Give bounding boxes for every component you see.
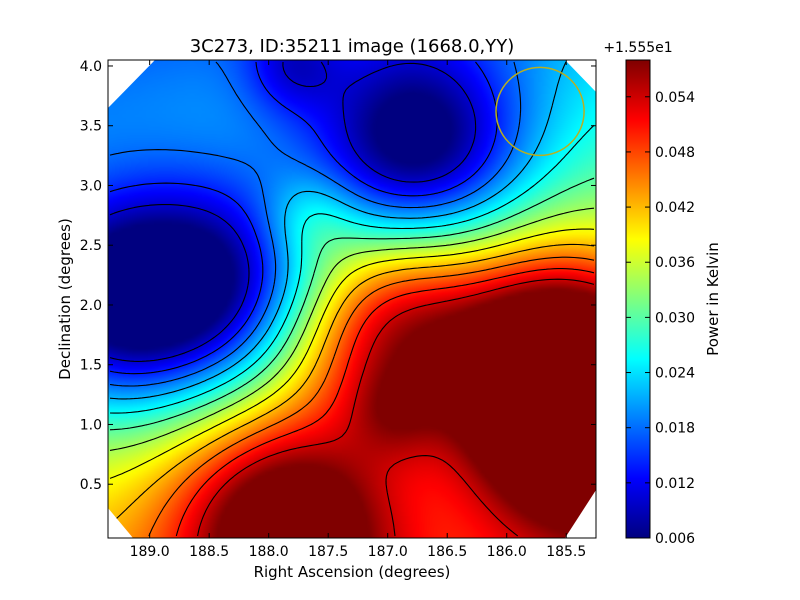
y-axis-label: Declination (degrees)	[56, 218, 74, 380]
contour-line	[109, 61, 498, 375]
plot-area: 189.0 188.5 188.0 187.5 187.0 186.5 186.0 185.5…	[80, 59, 597, 560]
colorbar-tick-label: 0.006	[655, 531, 695, 547]
y-axis: 0.5 1.0 1.5 2.0 2.5 3.0 3.5 4.0	[80, 59, 596, 493]
colorbar-tick-label: 0.054	[655, 90, 695, 106]
x-tick-label: 188.0	[249, 544, 289, 560]
contour-line	[109, 61, 477, 362]
x-tick-label: 185.5	[546, 544, 586, 560]
y-tick-label: 0.5	[80, 477, 102, 493]
y-tick-label: 2.0	[80, 298, 102, 314]
colorbar-offset-text: +1.555e1	[603, 40, 672, 56]
contour-line	[109, 207, 595, 451]
contour-lines	[109, 61, 595, 537]
colorbar-gradient	[625, 59, 651, 539]
x-tick-label: 187.0	[368, 544, 408, 560]
x-tick-label: 186.5	[427, 544, 467, 560]
x-axis-label: Right Ascension (degrees)	[254, 563, 451, 581]
y-tick-label: 1.0	[80, 417, 102, 433]
y-tick-label: 1.5	[80, 358, 102, 374]
contour-line	[109, 61, 567, 400]
colorbar-tick-label: 0.036	[655, 255, 695, 271]
heatmap	[108, 60, 596, 538]
contour-line	[109, 177, 595, 431]
contour-line	[109, 243, 595, 525]
colorbar-ticks: 0.006 0.012 0.018 0.024 0.030 0.036 0.042 0.048…	[626, 90, 695, 547]
contour-line	[109, 228, 594, 479]
y-tick-label: 3.0	[80, 178, 102, 194]
contour-line	[148, 256, 595, 537]
x-axis: 189.0 188.5 188.0 187.5 187.0 186.5 186.0 185.5	[130, 60, 586, 560]
plot-frame	[107, 59, 597, 539]
chart-title: 3C273, ID:35211 image (1668.0,YY)	[190, 36, 515, 57]
colorbar-tick-label: 0.012	[655, 476, 695, 492]
beam-circle	[495, 66, 585, 157]
colorbar-tick-label: 0.042	[655, 200, 695, 216]
colorbar-tick-label: 0.048	[655, 145, 695, 161]
colorbar: 0.006 0.012 0.018 0.024 0.030 0.036 0.042 0.048…	[603, 40, 722, 547]
x-tick-label: 187.5	[308, 544, 348, 560]
colorbar-tick-label: 0.018	[655, 421, 695, 437]
colorbar-tick-label: 0.030	[655, 310, 695, 326]
y-tick-label: 3.5	[80, 119, 102, 135]
annotation-layer	[495, 66, 585, 157]
x-tick-label: 186.0	[487, 544, 527, 560]
x-tick-label: 189.0	[130, 544, 170, 560]
colorbar-tick-label: 0.024	[655, 366, 695, 382]
colorbar-label: Power in Kelvin	[704, 242, 722, 356]
y-tick-label: 4.0	[80, 59, 102, 75]
contour-line	[175, 268, 595, 537]
x-tick-label: 188.5	[189, 544, 229, 560]
y-tick-label: 2.5	[80, 238, 102, 254]
contour-line	[197, 278, 595, 537]
